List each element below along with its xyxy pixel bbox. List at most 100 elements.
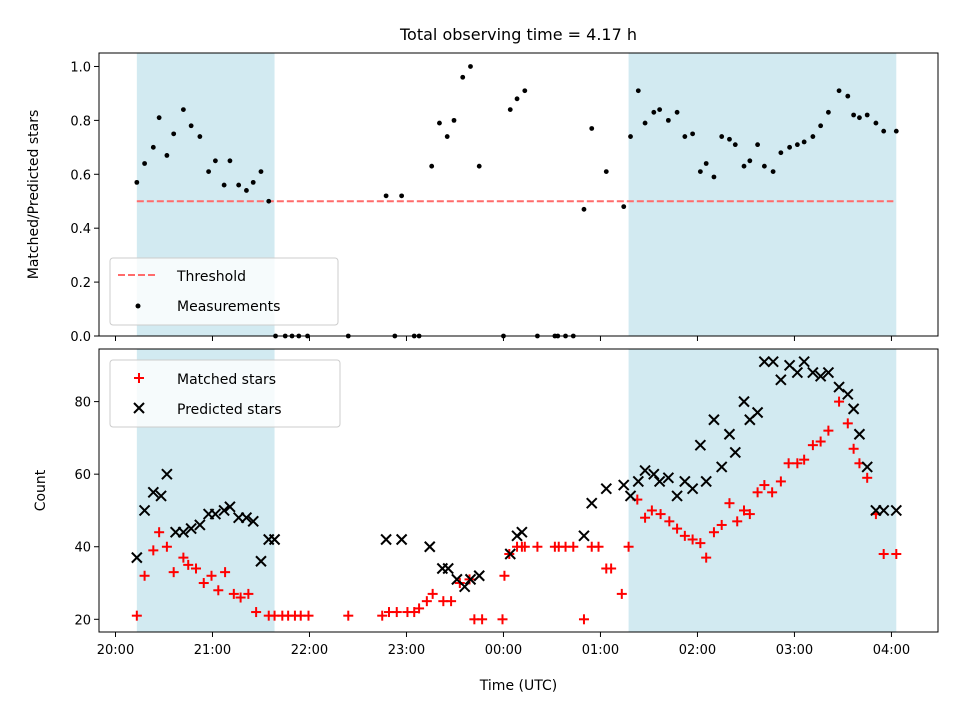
matched-star-point (752, 487, 763, 498)
predicted-star-point (694, 439, 707, 451)
bottom-y-axis-label: Count (33, 469, 49, 511)
predicted-star-point (240, 512, 253, 524)
matched-star-point (519, 541, 530, 552)
matched-star-point (739, 505, 750, 516)
measurement-point (250, 179, 256, 185)
x-b (723, 428, 736, 440)
predicted-star-point (255, 555, 267, 567)
measurement-point (258, 169, 264, 174)
predicted-star-point (209, 508, 222, 520)
matched-star-point (759, 480, 770, 491)
y-tick-label: 40 (74, 541, 91, 556)
measurement-point (142, 161, 147, 166)
x-b (842, 388, 854, 401)
measurement-point (857, 115, 862, 121)
matched-star-point (646, 505, 657, 516)
predicted-star-point (138, 504, 151, 517)
matched-star-point (679, 530, 690, 541)
matched-stars-series (131, 396, 902, 625)
y-tick-label: 0.8 (70, 114, 91, 129)
measurement-point (703, 161, 709, 166)
measurement-point (778, 150, 784, 156)
measurement-point (665, 117, 671, 123)
measurement-point (197, 134, 203, 139)
x-b (686, 482, 699, 495)
x-b (807, 366, 819, 379)
bottom-plot-frame (98, 348, 939, 633)
x-b (653, 475, 666, 488)
y-tick-label: 80 (74, 396, 91, 411)
predicted-star-point (618, 479, 630, 491)
x-b (624, 490, 637, 502)
x-b (442, 562, 454, 575)
measurement-point (514, 96, 520, 102)
y-tick-label: 0.0 (70, 330, 91, 345)
predicted-star-point (833, 381, 845, 393)
x-b (751, 406, 764, 419)
measurement-point (741, 163, 747, 169)
measurement-point (429, 163, 435, 169)
matched-star-point (783, 458, 794, 469)
predicted-star-point (653, 475, 666, 488)
measurement-point (266, 198, 272, 204)
predicted-star-point (464, 573, 477, 586)
predicted-star-point (775, 374, 787, 386)
predicted-star-point (268, 533, 281, 546)
predicted-star-point (131, 551, 143, 564)
measurement-point (437, 120, 442, 126)
measurements-legend-label: Measurements (177, 299, 280, 315)
predicted-star-point (639, 464, 651, 477)
matched-star-point (744, 509, 755, 520)
measurement-point (507, 107, 513, 112)
matched-star-point (708, 527, 719, 538)
matched-star-point (243, 588, 254, 599)
measurement-point (818, 123, 824, 129)
x-b (738, 395, 750, 408)
matched-star-point (421, 596, 432, 607)
measurement-point (212, 158, 218, 164)
measurement-point (188, 123, 194, 129)
predicted-star-point (504, 548, 516, 560)
x-b (847, 403, 860, 415)
predicted-star-point (442, 562, 454, 575)
predicted-star-point (600, 482, 612, 495)
matched-star-point (414, 603, 425, 614)
predicted-star-point (586, 497, 598, 509)
x-b (147, 486, 160, 499)
y-tick-label: 60 (74, 468, 91, 483)
measurement-point (825, 109, 831, 115)
matched-star-point (593, 541, 604, 552)
x-b (729, 446, 741, 459)
matched-star-point (807, 440, 818, 451)
x-b (775, 374, 787, 386)
measurement-point (603, 169, 609, 174)
matched-star-point (815, 436, 826, 447)
matched-star-point (206, 570, 217, 581)
x-b (473, 570, 485, 582)
x-b (255, 555, 267, 567)
measurement-point (134, 179, 140, 185)
predicted-star-point (473, 570, 485, 582)
x-b (516, 526, 528, 538)
x-tick-label: 23:00 (388, 643, 425, 658)
measurement-point (787, 144, 792, 150)
x-b (578, 530, 590, 542)
measurement-point (719, 134, 725, 139)
measurement-point (221, 182, 227, 188)
matched-star-point (477, 614, 488, 625)
x-tick-label: 04:00 (873, 643, 910, 658)
matched-star-point (616, 588, 627, 599)
x-b (783, 359, 796, 372)
predicted-star-point (729, 446, 741, 459)
y-tick-label: 0.4 (70, 222, 91, 237)
predicted-star-point (624, 490, 637, 502)
measurement-point (227, 158, 233, 164)
predicted-legend-label: Predicted stars (177, 402, 282, 418)
predicted-star-point (798, 355, 810, 368)
matched-star-point (343, 610, 354, 621)
predicted-stars-series (131, 355, 902, 593)
x-b (586, 497, 598, 509)
matched-star-point (178, 552, 189, 563)
matched-star-point (154, 527, 165, 538)
